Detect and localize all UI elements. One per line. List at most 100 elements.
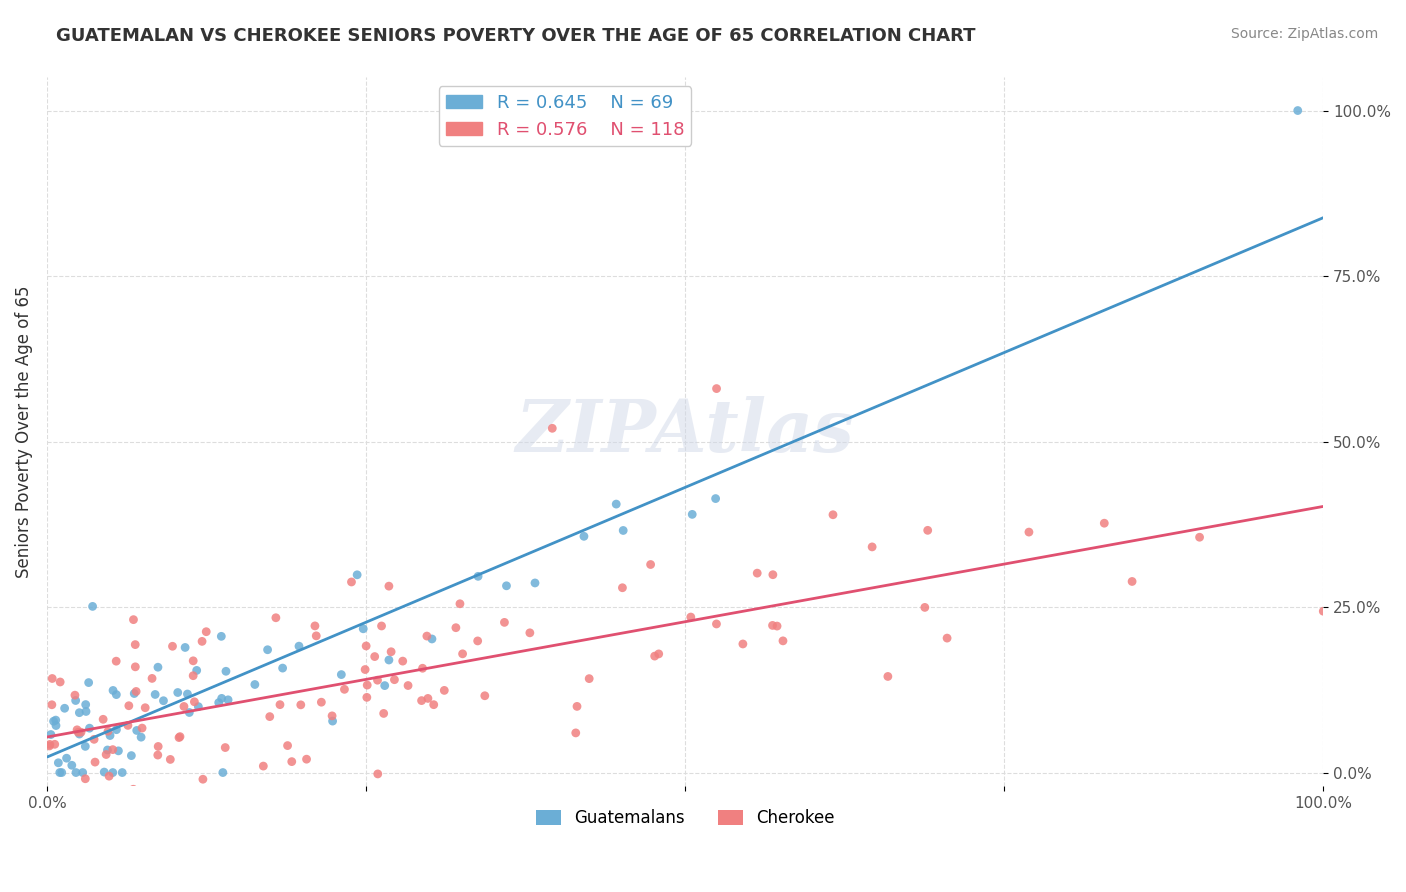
Point xyxy=(333,682,356,697)
Point xyxy=(217,693,239,707)
Point xyxy=(374,679,396,693)
Point xyxy=(187,699,209,714)
Point xyxy=(55,751,77,765)
Point xyxy=(354,663,377,677)
Point xyxy=(420,632,443,646)
Point xyxy=(605,497,627,511)
Point xyxy=(367,673,389,688)
Point xyxy=(38,738,60,752)
Point xyxy=(354,639,377,653)
Point xyxy=(181,669,204,683)
Point xyxy=(84,755,107,769)
Point xyxy=(211,691,233,706)
Point xyxy=(612,524,634,538)
Point xyxy=(105,654,128,668)
Point xyxy=(174,640,197,655)
Point xyxy=(96,743,118,757)
Point xyxy=(181,654,204,668)
Point xyxy=(120,748,142,763)
Point xyxy=(1018,525,1040,540)
Point xyxy=(176,687,198,701)
Point xyxy=(384,673,406,687)
Text: Source: ZipAtlas.com: Source: ZipAtlas.com xyxy=(1230,27,1378,41)
Point xyxy=(373,706,395,721)
Point xyxy=(91,712,114,726)
Point xyxy=(704,491,727,506)
Point xyxy=(391,654,413,668)
Point xyxy=(41,672,63,686)
Point xyxy=(70,725,93,739)
Point xyxy=(101,742,124,756)
Point xyxy=(67,706,90,720)
Point xyxy=(75,772,97,786)
Point xyxy=(762,567,785,582)
Point xyxy=(467,634,489,648)
Point xyxy=(44,737,66,751)
Point xyxy=(97,724,120,739)
Point xyxy=(65,693,87,707)
Point xyxy=(118,698,141,713)
Point xyxy=(612,581,634,595)
Point xyxy=(1312,604,1334,618)
Point xyxy=(681,508,703,522)
Point xyxy=(215,665,238,679)
Y-axis label: Seniors Poverty Over the Age of 65: Seniors Poverty Over the Age of 65 xyxy=(15,285,32,578)
Point xyxy=(378,579,401,593)
Point xyxy=(370,619,392,633)
Point xyxy=(169,730,191,744)
Point xyxy=(208,696,231,710)
Point xyxy=(98,769,121,783)
Point xyxy=(416,691,439,706)
Point xyxy=(91,798,114,813)
Point xyxy=(83,732,105,747)
Point xyxy=(444,621,467,635)
Point xyxy=(191,772,214,787)
Point xyxy=(271,661,294,675)
Point xyxy=(117,718,139,732)
Point xyxy=(212,765,235,780)
Point xyxy=(63,688,86,702)
Point xyxy=(648,647,671,661)
Point xyxy=(45,718,67,732)
Point xyxy=(277,739,299,753)
Point xyxy=(259,709,281,723)
Point xyxy=(305,629,328,643)
Point xyxy=(936,631,959,645)
Point xyxy=(67,725,90,739)
Point xyxy=(256,642,278,657)
Point xyxy=(60,758,83,772)
Point xyxy=(264,611,287,625)
Point xyxy=(179,706,201,720)
Point xyxy=(644,649,666,664)
Point xyxy=(82,599,104,614)
Point xyxy=(1188,530,1211,544)
Point xyxy=(93,765,115,780)
Point xyxy=(53,701,76,715)
Point xyxy=(98,729,121,743)
Point xyxy=(269,698,291,712)
Point xyxy=(69,798,91,813)
Point xyxy=(67,787,90,801)
Point xyxy=(304,619,326,633)
Point xyxy=(46,756,69,770)
Point xyxy=(1092,516,1115,531)
Point xyxy=(474,689,496,703)
Point xyxy=(125,723,148,738)
Point xyxy=(352,622,374,636)
Point xyxy=(288,639,311,653)
Point xyxy=(565,699,588,714)
Point xyxy=(183,695,205,709)
Point xyxy=(772,633,794,648)
Point xyxy=(122,613,145,627)
Point xyxy=(124,660,146,674)
Point xyxy=(294,784,316,798)
Point xyxy=(311,695,333,709)
Point xyxy=(917,524,939,538)
Point xyxy=(679,610,702,624)
Point xyxy=(416,629,439,643)
Point xyxy=(706,382,728,396)
Point xyxy=(152,694,174,708)
Point xyxy=(380,645,402,659)
Point xyxy=(75,705,97,719)
Point xyxy=(914,600,936,615)
